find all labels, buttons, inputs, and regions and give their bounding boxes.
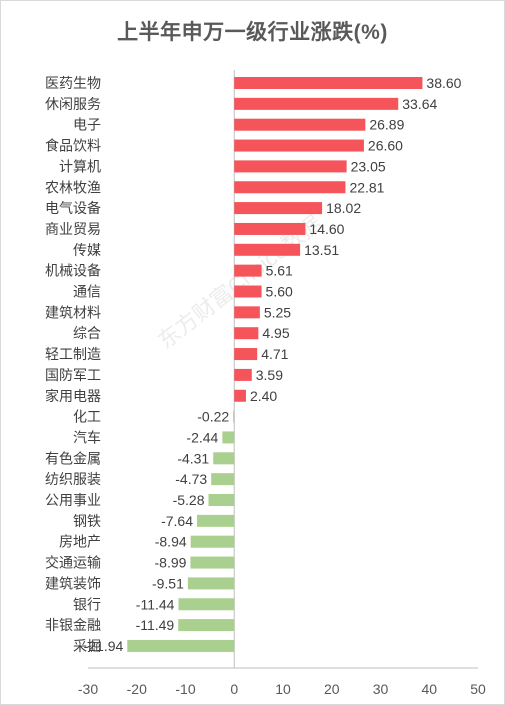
value-label: 14.60 — [309, 221, 344, 237]
x-tick-label: -10 — [175, 681, 195, 697]
value-label: -7.64 — [161, 513, 193, 529]
bar — [178, 619, 235, 632]
bar — [213, 452, 235, 465]
category-label: 传媒 — [73, 242, 101, 258]
category-label: 综合 — [73, 325, 101, 341]
bar — [234, 139, 364, 152]
bar — [222, 431, 235, 444]
bar — [234, 77, 423, 89]
category-label: 机械设备 — [45, 263, 101, 279]
bar — [234, 97, 399, 110]
category-label: 钢铁 — [73, 513, 101, 529]
bar — [233, 410, 235, 423]
category-label: 非银金融 — [45, 617, 101, 633]
value-label: -8.94 — [155, 534, 187, 550]
category-label: 电气设备 — [45, 200, 101, 216]
value-label: -5.28 — [173, 492, 205, 508]
bar — [211, 473, 235, 486]
value-label: 5.25 — [264, 304, 291, 320]
category-label: 公用事业 — [45, 492, 101, 508]
value-label: 2.40 — [250, 388, 277, 404]
value-label: -0.22 — [197, 409, 229, 425]
category-label: 汽车 — [73, 429, 101, 445]
category-label: 建筑装饰 — [45, 575, 101, 591]
category-label: 家用电器 — [45, 388, 101, 404]
value-label: -11.49 — [136, 617, 175, 633]
category-label: 食品饮料 — [45, 138, 101, 154]
category-label: 通信 — [73, 284, 101, 300]
x-tick-label: 50 — [470, 681, 486, 697]
category-label: 交通运输 — [45, 555, 101, 571]
bar — [234, 243, 301, 256]
category-label: 建筑材料 — [45, 304, 101, 320]
value-label: -4.31 — [177, 450, 209, 466]
value-label: 38.60 — [426, 75, 461, 91]
bar — [234, 306, 260, 319]
value-label: 33.64 — [402, 96, 437, 112]
x-tick-label: -20 — [127, 681, 147, 697]
bar — [234, 181, 346, 194]
category-label: 房地产 — [59, 534, 101, 550]
value-label: 26.89 — [369, 117, 404, 133]
value-label: 22.81 — [349, 179, 384, 195]
value-label: 5.60 — [266, 284, 293, 300]
category-label: 轻工制造 — [45, 346, 101, 362]
category-label: 医药生物 — [45, 75, 101, 91]
chart-title: 上半年申万一级行业涨跌(%) — [117, 21, 388, 44]
x-tick-label: 20 — [324, 681, 340, 697]
bar — [234, 348, 258, 361]
category-label: 计算机 — [59, 158, 101, 174]
bar — [178, 598, 235, 611]
bar — [234, 160, 347, 173]
bar — [234, 222, 306, 235]
category-label: 采掘 — [73, 638, 101, 654]
x-tick-label: -30 — [78, 681, 98, 697]
value-label: 4.71 — [261, 346, 288, 362]
x-tick-label: 30 — [373, 681, 389, 697]
category-label: 银行 — [73, 596, 101, 612]
category-label: 农林牧渔 — [45, 179, 101, 195]
value-label: -8.99 — [155, 555, 187, 571]
category-label: 商业贸易 — [45, 221, 101, 237]
bar — [234, 285, 262, 298]
x-tick-label: 10 — [275, 681, 291, 697]
bar — [234, 202, 323, 215]
category-label: 化工 — [73, 409, 101, 425]
bar — [190, 535, 235, 548]
bar — [234, 264, 262, 277]
category-label: 纺织服装 — [45, 471, 101, 487]
value-label: 26.60 — [368, 138, 403, 154]
value-label: -21.94 — [84, 638, 124, 654]
x-tick-label: 40 — [421, 681, 437, 697]
bar — [234, 327, 259, 340]
bar — [187, 577, 235, 590]
value-label: 23.05 — [351, 158, 386, 174]
category-label: 电子 — [73, 117, 101, 133]
value-label: -4.73 — [175, 471, 207, 487]
bar — [190, 556, 235, 569]
value-label: 3.59 — [256, 367, 283, 383]
bar — [208, 494, 235, 506]
value-label: 13.51 — [304, 242, 339, 258]
value-label: 5.61 — [266, 263, 293, 279]
value-label: -9.51 — [152, 575, 184, 591]
value-label: 18.02 — [326, 200, 361, 216]
category-label: 有色金属 — [45, 450, 101, 466]
bar — [234, 389, 246, 402]
bar — [234, 118, 366, 131]
value-label: 4.95 — [262, 325, 289, 341]
x-tick-label: 0 — [230, 681, 238, 697]
bar — [234, 368, 252, 381]
bar — [197, 514, 235, 527]
value-label: -2.44 — [186, 429, 218, 445]
category-label: 国防军工 — [45, 367, 101, 383]
category-label: 休闲服务 — [45, 96, 101, 112]
bar — [127, 639, 235, 652]
value-label: -11.44 — [136, 596, 175, 612]
